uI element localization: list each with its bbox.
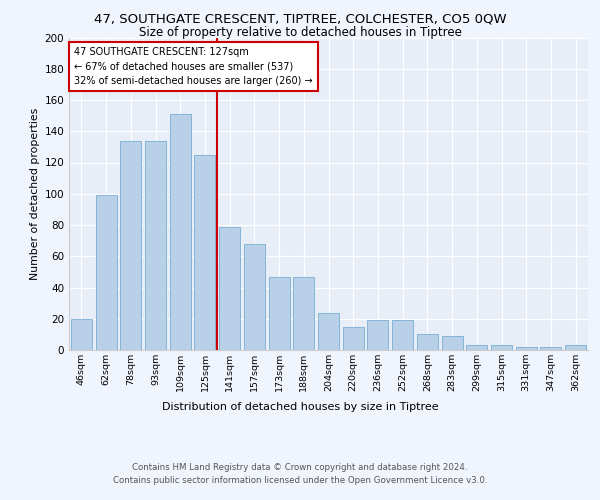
Bar: [541, 347, 562, 350]
Text: 47 SOUTHGATE CRESCENT: 127sqm
← 67% of detached houses are smaller (537)
32% of : 47 SOUTHGATE CRESCENT: 127sqm ← 67% of d…: [74, 47, 313, 86]
Bar: [145, 140, 166, 350]
Bar: [293, 276, 314, 350]
Bar: [244, 244, 265, 350]
Bar: [343, 326, 364, 350]
Bar: [120, 140, 141, 350]
Bar: [516, 347, 537, 350]
Bar: [318, 312, 339, 350]
Bar: [95, 196, 116, 350]
Bar: [170, 114, 191, 350]
Bar: [71, 319, 92, 350]
Text: 47, SOUTHGATE CRESCENT, TIPTREE, COLCHESTER, CO5 0QW: 47, SOUTHGATE CRESCENT, TIPTREE, COLCHES…: [94, 12, 506, 26]
Bar: [194, 154, 215, 350]
Bar: [219, 226, 240, 350]
Bar: [466, 346, 487, 350]
Bar: [269, 276, 290, 350]
Bar: [442, 336, 463, 350]
Text: Contains HM Land Registry data © Crown copyright and database right 2024.: Contains HM Land Registry data © Crown c…: [132, 462, 468, 471]
Bar: [491, 346, 512, 350]
Text: Contains public sector information licensed under the Open Government Licence v3: Contains public sector information licen…: [113, 476, 487, 485]
Y-axis label: Number of detached properties: Number of detached properties: [30, 108, 40, 280]
Bar: [565, 346, 586, 350]
Text: Distribution of detached houses by size in Tiptree: Distribution of detached houses by size …: [161, 402, 439, 412]
Text: Size of property relative to detached houses in Tiptree: Size of property relative to detached ho…: [139, 26, 461, 39]
Bar: [392, 320, 413, 350]
Bar: [367, 320, 388, 350]
Bar: [417, 334, 438, 350]
